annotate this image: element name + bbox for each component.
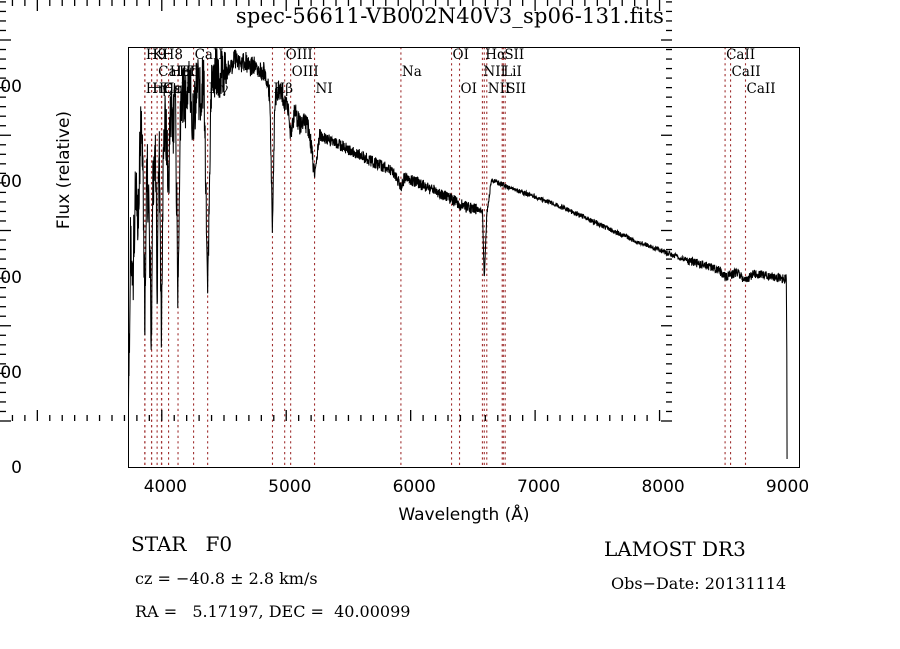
spectral-line-label: LiI	[503, 64, 522, 80]
page-title: spec-56611-VB002N40V3_sp06-131.fits	[235, 4, 665, 28]
spectral-line-label: CaII	[746, 81, 776, 97]
spectrum-path	[128, 47, 788, 464]
spectral-line-label: CaII	[194, 47, 224, 63]
plot-frame	[128, 47, 800, 468]
spectral-line-label: NI	[315, 81, 333, 97]
spectral-line-label: Hγ	[208, 81, 229, 97]
spectral-line-label: K	[152, 47, 163, 63]
y-tick-label: 0	[11, 458, 22, 478]
object-class-text: STAR F0	[131, 532, 233, 556]
spectral-line-label: OIII	[291, 64, 319, 80]
redshift-velocity-text: cz = −40.8 ± 2.8 km/s	[135, 569, 318, 588]
y-tick-label: 4000	[0, 77, 22, 97]
x-tick-label: 8000	[641, 477, 685, 497]
spectral-line-label: CaII	[731, 64, 761, 80]
x-tick-label: 5000	[268, 477, 312, 497]
spectral-line-label: Hβ	[273, 81, 294, 97]
observation-date-text: Obs−Date: 20131114	[611, 574, 787, 593]
spectral-line-label: SII	[504, 47, 525, 63]
spectral-line-label: Hζ	[152, 81, 172, 97]
spectral-line-label: CaII	[162, 81, 192, 97]
x-tick-label: 7000	[517, 477, 561, 497]
spectral-line-label: Hε	[162, 81, 182, 97]
x-tick-label: 4000	[143, 477, 187, 497]
y-tick-label: 2000	[0, 267, 22, 288]
spectrum-trace	[128, 47, 800, 468]
spectral-line-label: NII	[487, 81, 511, 97]
survey-name-text: LAMOST DR3	[604, 537, 746, 561]
spectral-line-label: Hα	[485, 47, 507, 63]
spectral-line-label: NII	[483, 64, 506, 80]
spectral-line-label: SII	[506, 81, 527, 97]
x-tick-label: 9000	[765, 477, 810, 497]
spectral-line-label: H8	[162, 47, 183, 63]
spectral-line-label: CaII	[158, 64, 188, 80]
coordinates-text: RA = 5.17197, DEC = 40.00099	[135, 602, 411, 621]
spectral-line-label: Na	[401, 64, 422, 80]
x-tick-label: 6000	[392, 477, 436, 497]
spectral-line-label: CaII	[726, 47, 756, 63]
spectral-line-label: Hη	[145, 81, 166, 97]
x-axis-title: Wavelength (Å)	[398, 505, 530, 525]
spectral-line-label: HeI	[169, 64, 195, 80]
spectral-line-label: OI	[460, 81, 477, 97]
y-tick-label: 1000	[0, 362, 22, 383]
spectral-line-label: Hδ	[179, 64, 199, 80]
y-tick-label: 3000	[0, 172, 22, 193]
plot-area: H9 CaII CaII K HeI Hη Hζ H8 Hε Hδ CaII Hγ Hβ OIII OIII…	[128, 47, 800, 468]
spectral-line-label: OIII	[285, 47, 313, 63]
spectral-line-label: H9	[145, 47, 167, 63]
y-axis-tick-labels: 0 1000 2000 3000 4000	[0, 0, 128, 520]
spectral-line-label: OI	[452, 47, 469, 63]
